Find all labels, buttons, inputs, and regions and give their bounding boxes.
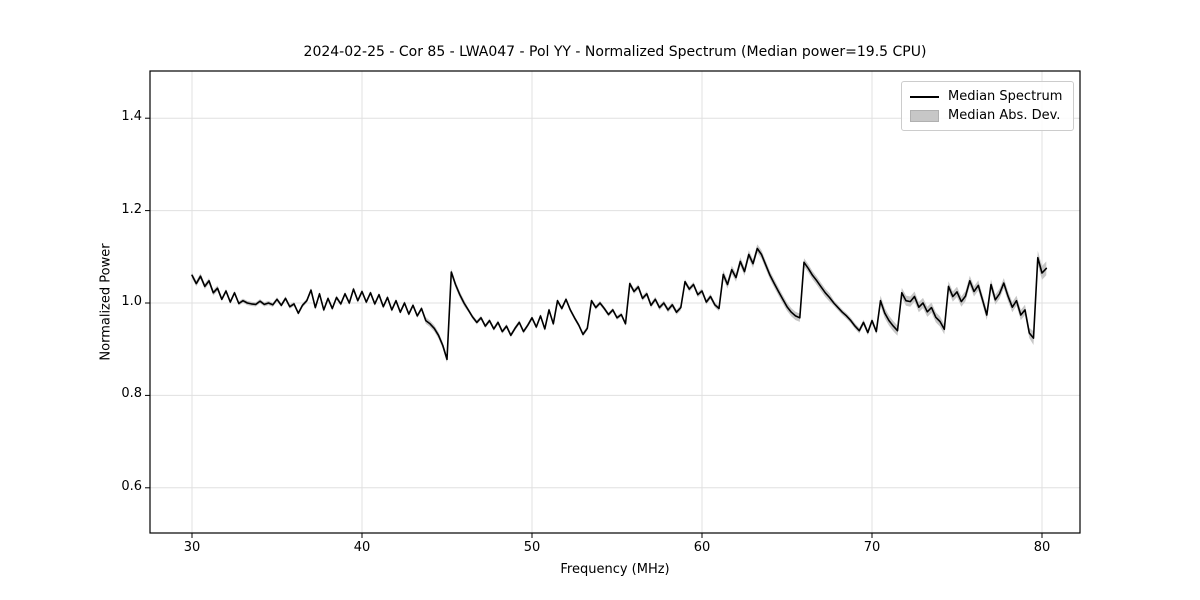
line-swatch-icon — [910, 95, 939, 98]
legend-label: Median Abs. Dev. — [948, 108, 1061, 123]
x-tick-label: 30 — [183, 540, 201, 555]
x-tick-label: 70 — [863, 540, 881, 555]
x-axis-label: Frequency (MHz) — [560, 562, 670, 577]
y-tick-label: 1.0 — [121, 294, 142, 309]
chart-title: 2024-02-25 - Cor 85 - LWA047 - Pol YY - … — [303, 44, 927, 60]
x-tick-label: 50 — [523, 540, 541, 555]
legend-label: Median Spectrum — [948, 89, 1063, 104]
plot-border — [149, 70, 1081, 534]
y-tick-label: 1.4 — [121, 109, 142, 125]
legend-item-median-abs-dev: Median Abs. Dev. — [910, 106, 1065, 125]
x-tick-label: 60 — [693, 540, 711, 555]
median-spectrum-line — [191, 247, 1048, 361]
y-tick-label: 1.2 — [121, 201, 142, 217]
x-tick-label: 40 — [353, 540, 371, 555]
band-swatch-icon — [910, 109, 939, 122]
x-tick-label: 80 — [1033, 540, 1051, 555]
legend-item-median-spectrum: Median Spectrum — [910, 87, 1065, 106]
legend: Median Spectrum Median Abs. Dev. — [901, 81, 1074, 131]
y-tick-label: 0.6 — [121, 478, 142, 494]
y-tick-label: 0.8 — [121, 386, 142, 402]
